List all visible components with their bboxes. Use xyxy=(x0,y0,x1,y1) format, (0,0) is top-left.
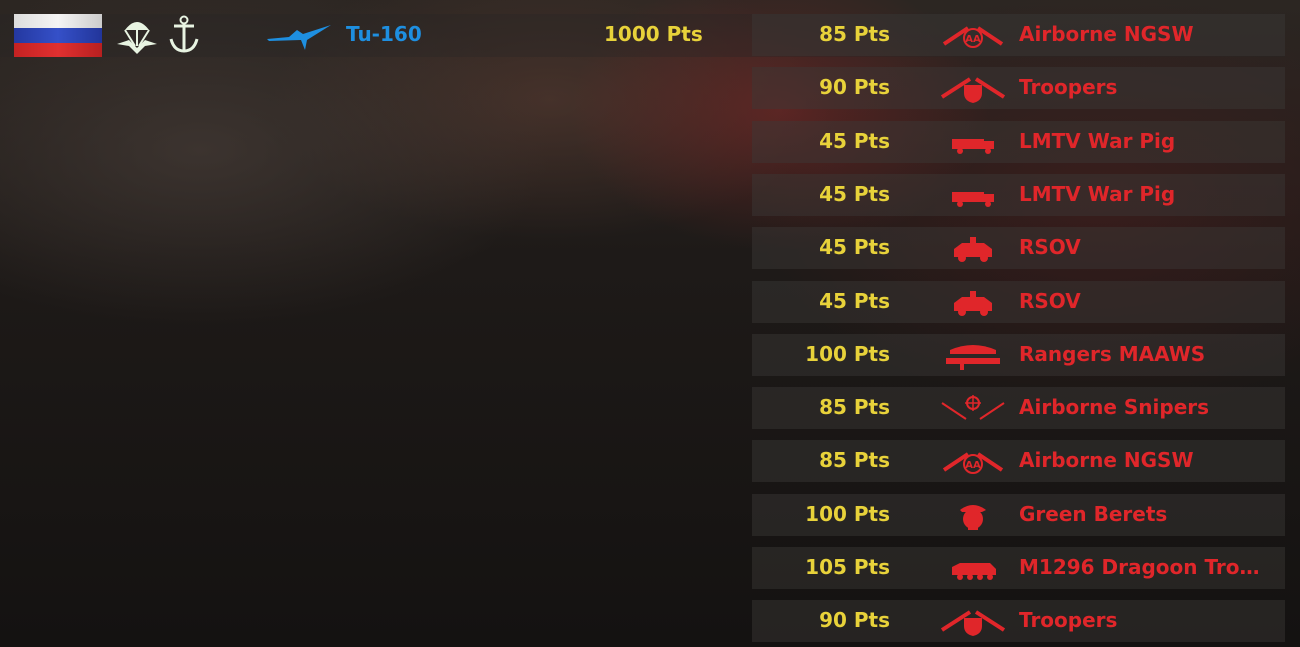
unit-name: LMTV War Pig xyxy=(1019,128,1176,153)
header-row xyxy=(0,14,1285,57)
svg-text:AA: AA xyxy=(965,460,981,471)
unit-name: Rangers MAAWS xyxy=(1019,341,1206,366)
truck-icon xyxy=(952,138,994,154)
unit-points: 45 Pts xyxy=(819,235,890,260)
unit-row[interactable]: 100 Pts Green Berets xyxy=(752,493,1285,536)
apc-icon xyxy=(952,563,996,580)
unit-row[interactable]: 85 Pts Airborne Snipers xyxy=(752,387,1285,430)
anchor-icon xyxy=(169,15,199,53)
unit-points: 90 Pts xyxy=(819,75,890,100)
unit-points: 85 Pts xyxy=(819,448,890,473)
unit-name: Airborne NGSW xyxy=(1019,22,1194,46)
aircraft-name: Tu-160 xyxy=(346,22,422,46)
bomber-plane-icon xyxy=(267,25,331,50)
rangers-icon xyxy=(946,344,1000,370)
truck-icon xyxy=(952,191,994,207)
unit-points: 90 Pts xyxy=(819,608,890,633)
unit-name: LMTV War Pig xyxy=(1019,181,1176,206)
russia-flag-icon xyxy=(14,14,102,57)
unit-row[interactable]: 105 Pts M1296 Dragoon Troopers xyxy=(752,547,1285,589)
unit-name: Green Berets xyxy=(1019,501,1168,526)
unit-row[interactable]: 45 Pts RSOV xyxy=(752,227,1285,270)
unit-row[interactable]: 90 Pts Troopers xyxy=(752,67,1285,110)
unit-row[interactable]: 90 Pts Troopers xyxy=(752,600,1285,643)
unit-name: Airborne Snipers xyxy=(1019,395,1210,420)
unit-name: M1296 Dragoon Troopers xyxy=(1019,555,1269,579)
unit-points: 100 Pts xyxy=(805,501,890,526)
airborne-rifles-icon: AA xyxy=(942,452,1004,475)
skull-beret-icon xyxy=(960,504,986,530)
unit-name: RSOV xyxy=(1019,288,1081,313)
unit-points: 100 Pts xyxy=(805,341,890,366)
unit-row[interactable]: 85 Pts AA Airborne NGSW xyxy=(752,440,1285,483)
unit-points: 45 Pts xyxy=(819,128,890,153)
sniper-icon xyxy=(941,395,1005,420)
unit-points: 85 Pts xyxy=(819,395,890,420)
unit-points: 45 Pts xyxy=(819,288,890,313)
airborne-rifles-icon: AA xyxy=(942,26,1004,48)
unit-name: Airborne NGSW xyxy=(1019,448,1194,473)
unit-name: Troopers xyxy=(1019,608,1118,633)
jeep-icon xyxy=(954,290,992,316)
jeep-icon xyxy=(954,237,992,263)
unit-points: 105 Pts xyxy=(805,555,890,579)
svg-text:AA: AA xyxy=(965,34,981,45)
cavalry-rifles-icon xyxy=(940,77,1006,104)
unit-row[interactable]: 45 Pts LMTV War Pig xyxy=(752,120,1285,163)
cavalry-rifles-icon xyxy=(940,610,1006,637)
unit-name: RSOV xyxy=(1019,235,1081,260)
unit-points: 45 Pts xyxy=(819,181,890,206)
unit-row[interactable]: 85 Pts AA Airborne NGSW xyxy=(752,14,1285,56)
unit-row[interactable]: 45 Pts LMTV War Pig xyxy=(752,173,1285,216)
aircraft-cost: 1000 Pts xyxy=(604,22,703,46)
unit-points: 85 Pts xyxy=(819,22,890,46)
unit-row[interactable]: 45 Pts RSOV xyxy=(752,280,1285,323)
unit-row[interactable]: 100 Pts Rangers MAAWS xyxy=(752,333,1285,376)
paratrooper-icon xyxy=(117,22,157,54)
unit-name: Troopers xyxy=(1019,75,1118,100)
